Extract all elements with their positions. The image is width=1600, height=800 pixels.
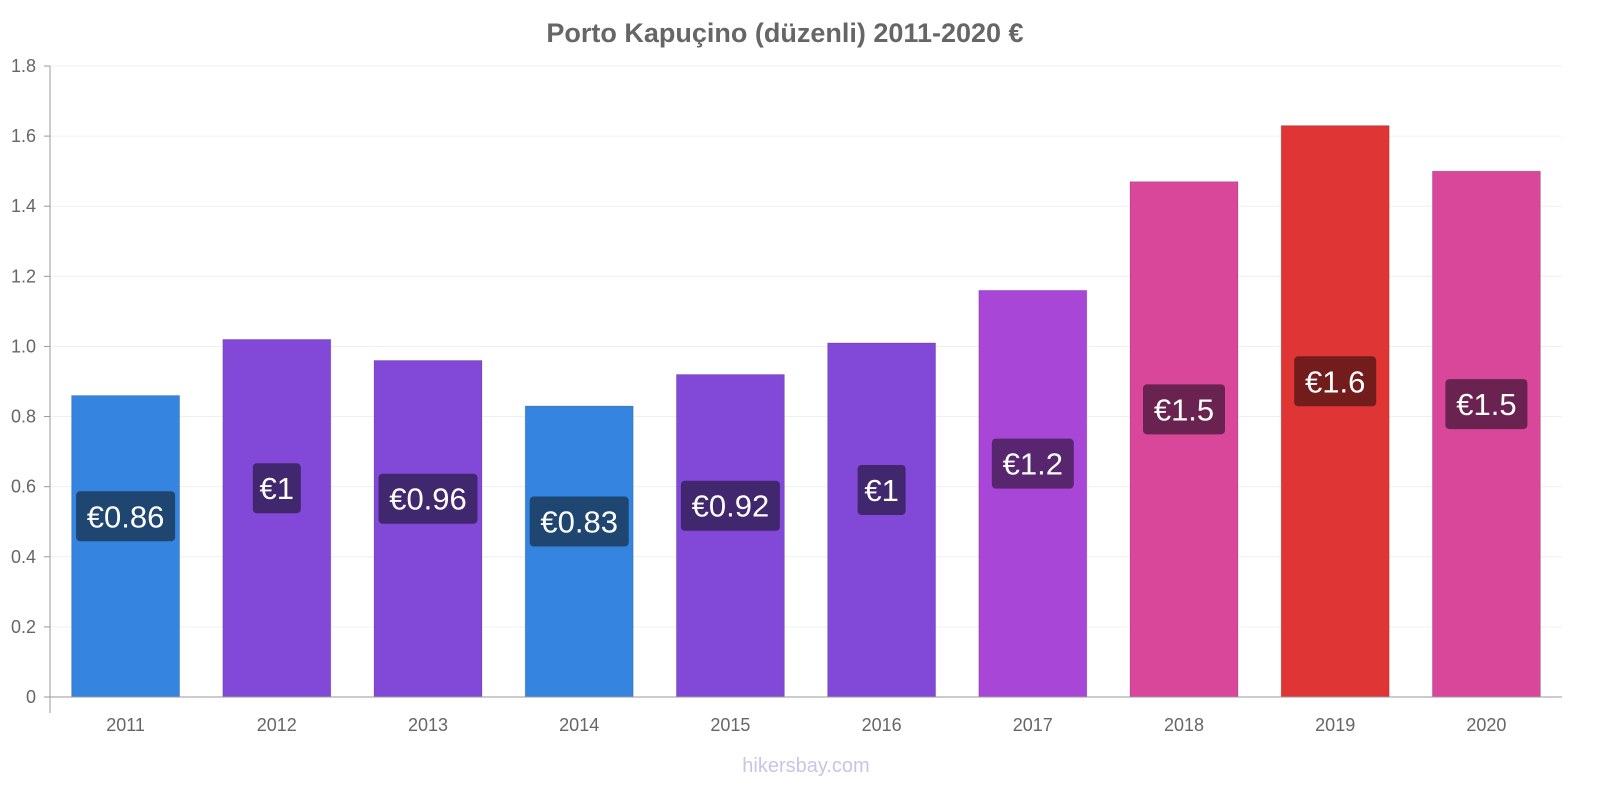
watermark: hikersbay.com xyxy=(742,755,869,777)
data-label: €1.2 xyxy=(1003,447,1063,482)
data-label-bg xyxy=(529,496,629,547)
y-tick-label: 1.0 xyxy=(11,336,36,356)
bar-2012 xyxy=(222,338,332,698)
x-tick-label: 2018 xyxy=(1164,715,1204,735)
bar-2019 xyxy=(1280,125,1390,698)
chart-title: Porto Kapuçino (düzenli) 2011-2020 € xyxy=(546,18,1023,48)
x-tick-label: 2014 xyxy=(559,715,599,735)
bar-2016 xyxy=(827,342,937,698)
bar-2015 xyxy=(675,373,785,698)
data-label-bg xyxy=(378,473,478,524)
data-label: €0.92 xyxy=(692,489,770,524)
data-label: €1.5 xyxy=(1154,392,1214,427)
y-axis: 0 0.2 0.4 0.6 0.8 1.0 1.2 1.4 1.6 1.8 xyxy=(11,56,51,713)
data-label: €1 xyxy=(864,473,898,508)
bar-2014 xyxy=(524,405,634,698)
x-tick-label: 2016 xyxy=(862,715,902,735)
y-tick-label: 0 xyxy=(26,687,36,707)
data-label-bg xyxy=(1294,356,1377,407)
x-axis: 2011 2012 2013 2014 2015 2016 2017 2018 2019 2020 xyxy=(50,696,1562,735)
data-label-bg xyxy=(252,463,301,514)
data-label: €0.86 xyxy=(87,499,165,534)
bar-2017 xyxy=(978,289,1088,698)
data-label-bg xyxy=(857,464,906,515)
x-tick-label: 2019 xyxy=(1315,715,1355,735)
data-label-bg xyxy=(1445,379,1528,430)
y-tick-label: 1.6 xyxy=(11,126,36,146)
y-tick-label: 1.4 xyxy=(11,196,36,216)
y-tick-label: 0.8 xyxy=(11,407,36,427)
data-label-bg xyxy=(76,491,176,542)
data-label: €1 xyxy=(260,471,294,506)
x-tick-label: 2011 xyxy=(106,715,145,735)
data-label-bg xyxy=(1143,384,1225,435)
bar-2020 xyxy=(1431,170,1541,698)
x-tick-label: 2015 xyxy=(710,715,750,735)
bar-2013 xyxy=(373,359,483,698)
bars: €0.86 €1 €0.96 €0.83 €0.92 €1 €1.2 €1.5 €1.6 €1.5 xyxy=(71,125,1541,698)
y-tick-label: 0.6 xyxy=(11,477,36,497)
x-tick-label: 2017 xyxy=(1013,715,1053,735)
data-label: €1.5 xyxy=(1456,387,1516,422)
y-tick-label: 1.2 xyxy=(11,266,36,286)
data-label-bg xyxy=(991,438,1074,489)
y-tick-label: 0.2 xyxy=(11,617,36,637)
data-label: €0.96 xyxy=(389,482,467,517)
bar-2018 xyxy=(1129,181,1239,698)
data-label: €0.83 xyxy=(540,505,618,540)
y-tick-label: 0.4 xyxy=(11,547,36,567)
bar-2011 xyxy=(71,395,181,698)
x-tick-label: 2020 xyxy=(1466,715,1506,735)
data-label: €1.6 xyxy=(1305,364,1365,399)
x-tick-label: 2013 xyxy=(408,715,448,735)
x-tick-label: 2012 xyxy=(257,715,297,735)
data-label-bg xyxy=(680,480,780,531)
y-tick-label: 1.8 xyxy=(11,56,36,76)
